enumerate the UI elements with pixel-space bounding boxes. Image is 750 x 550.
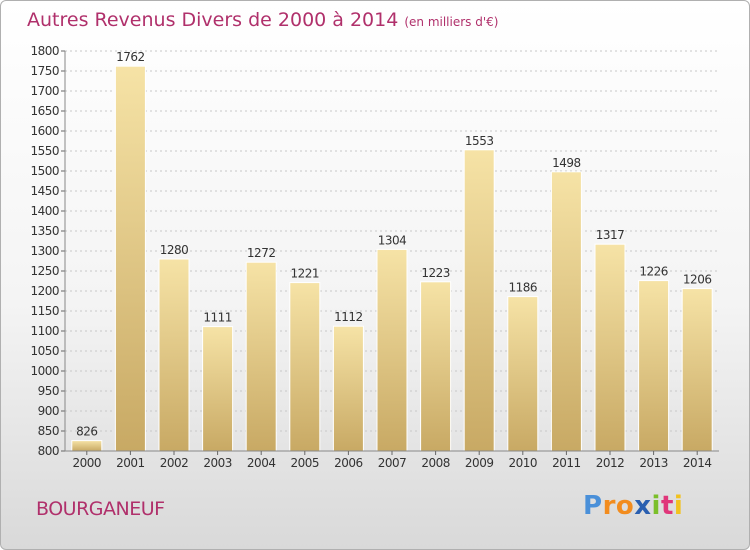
data-label: 1223 [421, 266, 450, 280]
x-tick-label: 2007 [378, 456, 407, 470]
x-tick-label: 2001 [116, 456, 145, 470]
data-label: 1112 [334, 310, 363, 324]
bar [681, 288, 713, 452]
bar [507, 296, 539, 452]
y-tick-label: 1700 [30, 84, 59, 98]
x-tick-label: 2008 [421, 456, 450, 470]
logo-letter: P [583, 491, 603, 521]
logo-letter: r [602, 491, 616, 521]
y-tick-label: 1150 [30, 304, 59, 318]
data-label: 1221 [291, 267, 320, 281]
y-tick-label: 1450 [30, 184, 59, 198]
y-tick-label: 1050 [30, 344, 59, 358]
x-tick-label: 2000 [73, 456, 102, 470]
bar [376, 248, 408, 452]
y-tick-label: 1400 [30, 204, 59, 218]
bar [289, 282, 321, 452]
bar [245, 261, 277, 452]
y-tick-label: 1000 [30, 364, 59, 378]
y-tick-label: 1300 [30, 244, 59, 258]
logo-letter: o [615, 491, 635, 521]
data-label: 1304 [378, 233, 407, 247]
bar [202, 326, 234, 452]
x-tick-label: 2005 [291, 456, 320, 470]
chart-title: Autres Revenus Divers de 2000 à 2014 (en … [27, 9, 498, 31]
bar [71, 440, 103, 452]
data-label: 1206 [683, 273, 712, 287]
y-tick-label: 1200 [30, 284, 59, 298]
y-tick-label: 950 [38, 384, 59, 398]
y-tick-label: 1250 [30, 264, 59, 278]
bar [420, 281, 452, 452]
data-label: 1553 [465, 134, 494, 148]
place-name: BOURGANEUF [36, 498, 165, 520]
y-tick-label: 1350 [30, 224, 59, 238]
axes: 800 850 900 950 1000 1050 1100 1150 1200 1250 1300… [30, 44, 719, 470]
x-tick-label: 2006 [334, 456, 363, 470]
bar [463, 149, 495, 452]
x-tick-label: 2004 [247, 456, 276, 470]
x-tick-label: 2009 [465, 456, 494, 470]
data-label: 1272 [247, 246, 276, 260]
x-tick-label: 2012 [596, 456, 625, 470]
logo-letter: i [651, 491, 661, 521]
y-tick-label: 1650 [30, 104, 59, 118]
y-tick-label: 1550 [30, 144, 59, 158]
data-label: 1186 [509, 281, 538, 295]
x-tick-label: 2011 [552, 456, 581, 470]
y-tick-label: 1750 [30, 64, 59, 78]
chart-title-text: Autres Revenus Divers de 2000 à 2014 [27, 9, 399, 31]
data-label: 1111 [203, 311, 232, 325]
x-tick-label: 2013 [639, 456, 668, 470]
bars: 826 1762 1280 1111 1272 1221 1112 1304 1223 1553 1… [71, 50, 713, 452]
bar [114, 65, 146, 452]
y-tick-label: 1600 [30, 124, 59, 138]
data-label: 1280 [160, 243, 189, 257]
bar [550, 171, 582, 452]
chart-unit: (en milliers d'€) [404, 15, 499, 29]
y-tick-label: 850 [38, 424, 59, 438]
x-tick-label: 2010 [509, 456, 538, 470]
data-label: 1317 [596, 228, 625, 242]
y-tick-label: 1100 [30, 324, 59, 338]
bar [638, 280, 670, 452]
data-label: 1226 [639, 265, 668, 279]
logo-letter: i [673, 491, 684, 521]
logo-letter: t [660, 491, 674, 521]
data-label: 826 [76, 425, 97, 439]
logo-letter: x [634, 491, 652, 521]
bar [332, 325, 364, 452]
x-tick-label: 2003 [203, 456, 232, 470]
bar [158, 258, 190, 452]
y-tick-label: 800 [38, 444, 59, 458]
x-tick-label: 2014 [683, 456, 712, 470]
y-tick-label: 1800 [30, 44, 59, 58]
data-label: 1498 [552, 156, 581, 170]
y-tick-label: 900 [38, 404, 59, 418]
bar [594, 243, 626, 452]
data-label: 1762 [116, 50, 145, 64]
y-tick-label: 1500 [30, 164, 59, 178]
x-tick-label: 2002 [160, 456, 189, 470]
proxiti-logo: Proxiti [583, 491, 683, 521]
